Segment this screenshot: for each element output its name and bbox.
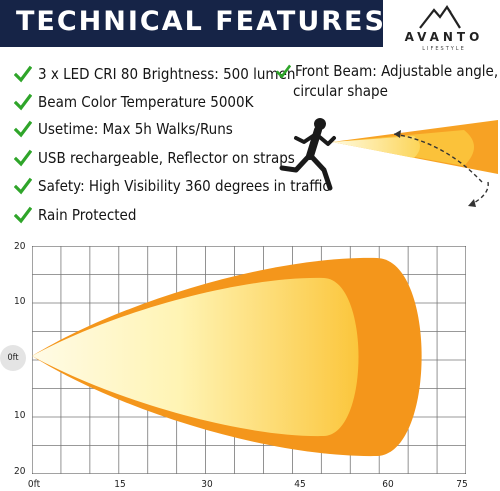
- logo-subtitle: LIFESTYLE: [422, 46, 466, 52]
- title-banner: TECHNICAL FEATURES: [0, 0, 386, 47]
- checkmark-icon: [276, 64, 291, 79]
- beam-note-line1: Front Beam: Adjustable angle,: [295, 62, 499, 80]
- y-axis-label: 10: [14, 296, 26, 307]
- checkmark-icon: [14, 206, 32, 224]
- feature-item: Safety: High Visibility 360 degrees in t…: [14, 176, 330, 196]
- x-axis-label: 15: [114, 479, 126, 490]
- x-axis-label: 45: [294, 479, 306, 490]
- y-axis-label: 20: [14, 466, 26, 477]
- origin-badge: 0ft: [0, 345, 26, 371]
- x-axis-label: 30: [201, 479, 213, 490]
- feature-item: USB rechargeable, Reflector on straps: [14, 148, 295, 168]
- page-title: TECHNICAL FEATURES: [16, 6, 386, 37]
- beam-grid: [32, 246, 466, 474]
- feature-text: Usetime: Max 5h Walks/Runs: [38, 120, 233, 138]
- brand-logo: AVANTO LIFESTYLE: [394, 4, 494, 60]
- feature-text: 3 x LED CRI 80 Brightness: 500 lumen: [38, 65, 296, 83]
- checkmark-icon: [14, 149, 32, 167]
- feature-text: Beam Color Temperature 5000K: [38, 93, 254, 111]
- feature-item: Usetime: Max 5h Walks/Runs: [14, 119, 233, 139]
- origin-label: 0ft: [7, 353, 19, 363]
- checkmark-icon: [14, 177, 32, 195]
- logo-name: AVANTO: [404, 30, 484, 44]
- y-axis-label: 10: [14, 410, 26, 421]
- beam-note: Front Beam: Adjustable angle, circular s…: [276, 61, 498, 101]
- checkmark-icon: [14, 65, 32, 83]
- feature-text: Safety: High Visibility 360 degrees in t…: [38, 177, 330, 195]
- x-axis-label: 75: [456, 479, 468, 490]
- y-axis-label: 20: [14, 241, 26, 252]
- x-axis-label: 60: [382, 479, 394, 490]
- mountain-logo-icon: [419, 5, 461, 29]
- beam-note-line2: circular shape: [293, 82, 388, 100]
- feature-item: Beam Color Temperature 5000K: [14, 92, 253, 112]
- feature-text: USB rechargeable, Reflector on straps: [38, 149, 295, 167]
- feature-text: Rain Protected: [38, 206, 137, 224]
- feature-item: 3 x LED CRI 80 Brightness: 500 lumen: [14, 64, 295, 84]
- checkmark-icon: [14, 93, 32, 111]
- x-axis-label: 0ft: [27, 479, 41, 490]
- feature-item: Rain Protected: [14, 205, 136, 225]
- runner-beam-illustration: [279, 118, 498, 207]
- checkmark-icon: [14, 120, 32, 138]
